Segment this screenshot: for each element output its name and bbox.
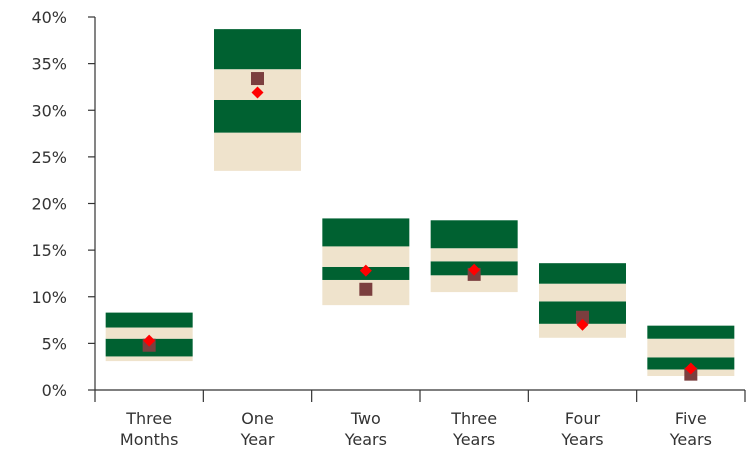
- diamond-marker: [684, 362, 697, 375]
- markers-layer: [142, 72, 698, 381]
- diamond-marker: [576, 318, 589, 331]
- y-tick-label: 20%: [31, 195, 67, 214]
- y-tick-label: 30%: [31, 101, 67, 120]
- range-band: [105, 312, 193, 328]
- range-band: [322, 246, 410, 267]
- range-bar: [214, 29, 301, 171]
- range-band: [214, 132, 301, 171]
- range-band: [430, 248, 518, 262]
- range-bar: [430, 220, 518, 293]
- x-category-label: Four: [565, 409, 601, 428]
- diamond-marker: [359, 264, 372, 277]
- bands-layer: [105, 29, 735, 377]
- y-tick-label: 5%: [42, 334, 67, 353]
- y-tick-label: 40%: [31, 8, 67, 27]
- x-category-label: Three: [125, 409, 172, 428]
- diamond-marker: [251, 86, 264, 99]
- square-marker: [359, 282, 373, 296]
- x-ticks: Three Months One Year Two Years Three Years Four…: [94, 390, 746, 449]
- range-band: [647, 338, 735, 358]
- square-marker: [576, 310, 589, 324]
- y-tick-label: 35%: [31, 55, 67, 74]
- y-tick-label: 15%: [31, 241, 67, 260]
- x-category-label: Three: [450, 409, 497, 428]
- x-category-label: Years: [560, 430, 603, 449]
- range-band: [430, 220, 518, 249]
- range-band: [105, 327, 193, 339]
- x-category-label: Five: [675, 409, 707, 428]
- x-category-label: Years: [669, 430, 712, 449]
- range-band: [105, 356, 193, 362]
- range-band: [214, 99, 301, 133]
- range-band: [430, 275, 518, 293]
- y-tick-label: 10%: [31, 288, 67, 307]
- y-tick-label: 0%: [42, 381, 67, 400]
- x-category-label: One: [241, 409, 274, 428]
- x-category-label: Years: [452, 430, 495, 449]
- range-band: [214, 29, 301, 70]
- range-band: [539, 263, 626, 284]
- x-category-label: Months: [120, 430, 178, 449]
- y-ticks: 0% 5% 10% 15% 20% 25% 30% 35% 40%: [31, 8, 95, 400]
- x-category-label: Year: [240, 430, 275, 449]
- x-category-label: Years: [344, 430, 387, 449]
- x-category-label: Two: [350, 409, 381, 428]
- range-band: [539, 323, 626, 338]
- diamond-marker: [143, 334, 156, 347]
- diamond-marker: [468, 263, 481, 276]
- range-band: [539, 283, 626, 302]
- y-tick-label: 25%: [31, 148, 67, 167]
- square-marker: [251, 72, 264, 86]
- range-band: [647, 325, 735, 339]
- range-band: [322, 218, 410, 247]
